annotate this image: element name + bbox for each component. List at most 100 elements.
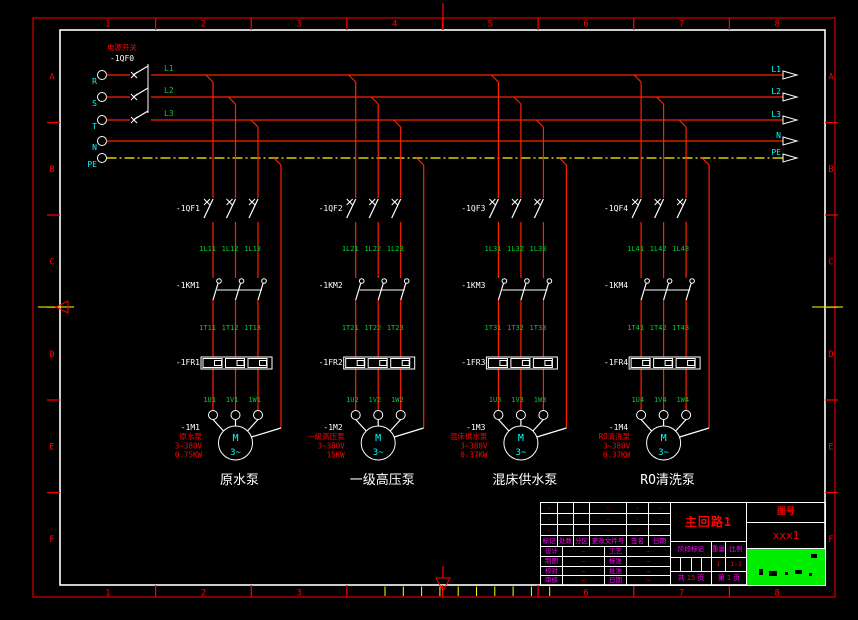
relay-box [485, 356, 558, 370]
center-arrow-left [54, 300, 69, 314]
stage-mark-box [691, 558, 702, 572]
signature-cell: — [627, 576, 671, 586]
logo-mark [811, 554, 817, 558]
wire-label-bottom: 1V2 [369, 396, 382, 404]
breaker-cross [511, 198, 519, 206]
contactor-contact-circle [524, 278, 530, 284]
motor-terminal-circle [636, 410, 647, 420]
motor-letter: M [518, 433, 524, 444]
relay-box [200, 356, 273, 370]
logo-mark [759, 569, 763, 575]
revision-cell: - [627, 514, 649, 525]
zone-number-bottom: 2 [201, 589, 206, 599]
wire-label-mid: 1T22 [364, 324, 381, 332]
breaker-blade [203, 198, 214, 219]
contactor-contact-circle [358, 278, 365, 284]
terminal-circle [97, 70, 107, 80]
relay-element [487, 358, 508, 368]
bus-outgoing-label: L3 [771, 110, 781, 119]
logo-mark [769, 571, 777, 576]
breaker-cross [391, 198, 399, 206]
zone-number-bottom: 3 [296, 589, 301, 599]
signature-cell: 日期 [605, 576, 627, 586]
zone-number-top: 3 [296, 20, 301, 30]
tap-jog [273, 157, 282, 166]
motor-circle [503, 425, 539, 461]
contactor-blade [234, 283, 242, 301]
wire-label-bottom: 1W4 [676, 396, 689, 404]
revision-cell [558, 525, 574, 536]
contactor-blade [542, 283, 549, 301]
relay-element [532, 358, 553, 368]
terminal-label: R [92, 77, 97, 86]
contactor-contact-circle [644, 278, 650, 284]
wire-label-mid: 1T41 [627, 324, 644, 332]
motor-terminal-circle [538, 410, 549, 420]
motor-terminal-circle [681, 410, 692, 420]
zone-letter-right: E [828, 442, 833, 452]
signature-cell: — [563, 576, 605, 586]
wire-label-bottom: 1V4 [654, 396, 667, 404]
terminal-label: N [92, 143, 97, 152]
breaker-cross [654, 198, 661, 206]
revision-cell: - [590, 525, 627, 536]
breaker-cross [248, 198, 256, 206]
zone-number-bottom: 8 [774, 589, 779, 599]
pages-total-prefix: 共 [677, 574, 685, 582]
contactor-contact-circle [238, 278, 245, 284]
wire-label-bottom: 1W1 [248, 396, 261, 404]
zone-letter-right: D [828, 350, 833, 360]
phase-bus-label: L3 [164, 109, 174, 118]
tap-jog [250, 119, 259, 128]
breaker-blade [631, 198, 642, 219]
relay-element [675, 358, 696, 368]
breaker-blade [368, 198, 379, 219]
motor-spec-line: 原水泵 [180, 431, 203, 441]
zone-letter-left: B [49, 165, 54, 175]
revision-cell [558, 514, 574, 525]
wire-label-bottom: 1W3 [534, 396, 547, 404]
contactor-tag: -1KM3 [461, 281, 485, 290]
breaker-blade [533, 198, 544, 219]
relay-tag: -1FR4 [604, 358, 628, 367]
motor-tag: -1M4 [609, 423, 628, 432]
zone-number-top: 5 [488, 20, 493, 30]
scale-label: 比例 [726, 542, 747, 558]
motor-letter: M [232, 433, 238, 444]
motor-lead [247, 419, 259, 432]
motor-terminal-circle [515, 410, 526, 420]
zone-letter-left: A [49, 72, 55, 82]
incoming-switch-label: 电源开关 [107, 42, 137, 52]
contactor-contact-circle [381, 278, 388, 284]
motor-spec-line: 15KW [327, 451, 346, 460]
stage-mark-box [681, 558, 692, 572]
contactor-contact-circle [689, 278, 695, 284]
zone-number-top: 2 [201, 20, 206, 30]
motor-spec-line: 3~380V [460, 441, 488, 450]
tap-jog [228, 96, 236, 105]
relay-element-notch [401, 360, 410, 366]
contactor-contact-circle [666, 278, 673, 284]
wire-label-mid: 1T33 [530, 324, 547, 332]
phase-bus-label: L1 [164, 64, 174, 73]
switch-blade [132, 110, 149, 121]
wire-label-top: 1L21 [342, 245, 359, 253]
bus-outgoing-label: N [776, 131, 781, 140]
drawing-title: 主回路1 [671, 503, 747, 542]
bus-outgoing-label: L2 [771, 87, 781, 96]
wire-label-bottom: 1U2 [346, 396, 359, 404]
relay-element-notch [544, 360, 553, 366]
revision-header: 日期 [649, 536, 671, 547]
scale-value: 1:1 [726, 558, 747, 572]
contactor-blade [257, 283, 264, 301]
wire-label-top: 1L12 [222, 245, 239, 253]
wire-label-mid: 1T42 [650, 324, 667, 332]
breaker-cross [676, 198, 684, 206]
wire-label-bottom: 1V1 [226, 396, 239, 404]
motor-terminal-circle [395, 410, 406, 420]
weight-label: 重量 [712, 542, 726, 558]
stage-mark-box [671, 558, 682, 572]
zone-number-top: 7 [679, 20, 684, 30]
contactor-tag: -1KM4 [604, 281, 628, 290]
